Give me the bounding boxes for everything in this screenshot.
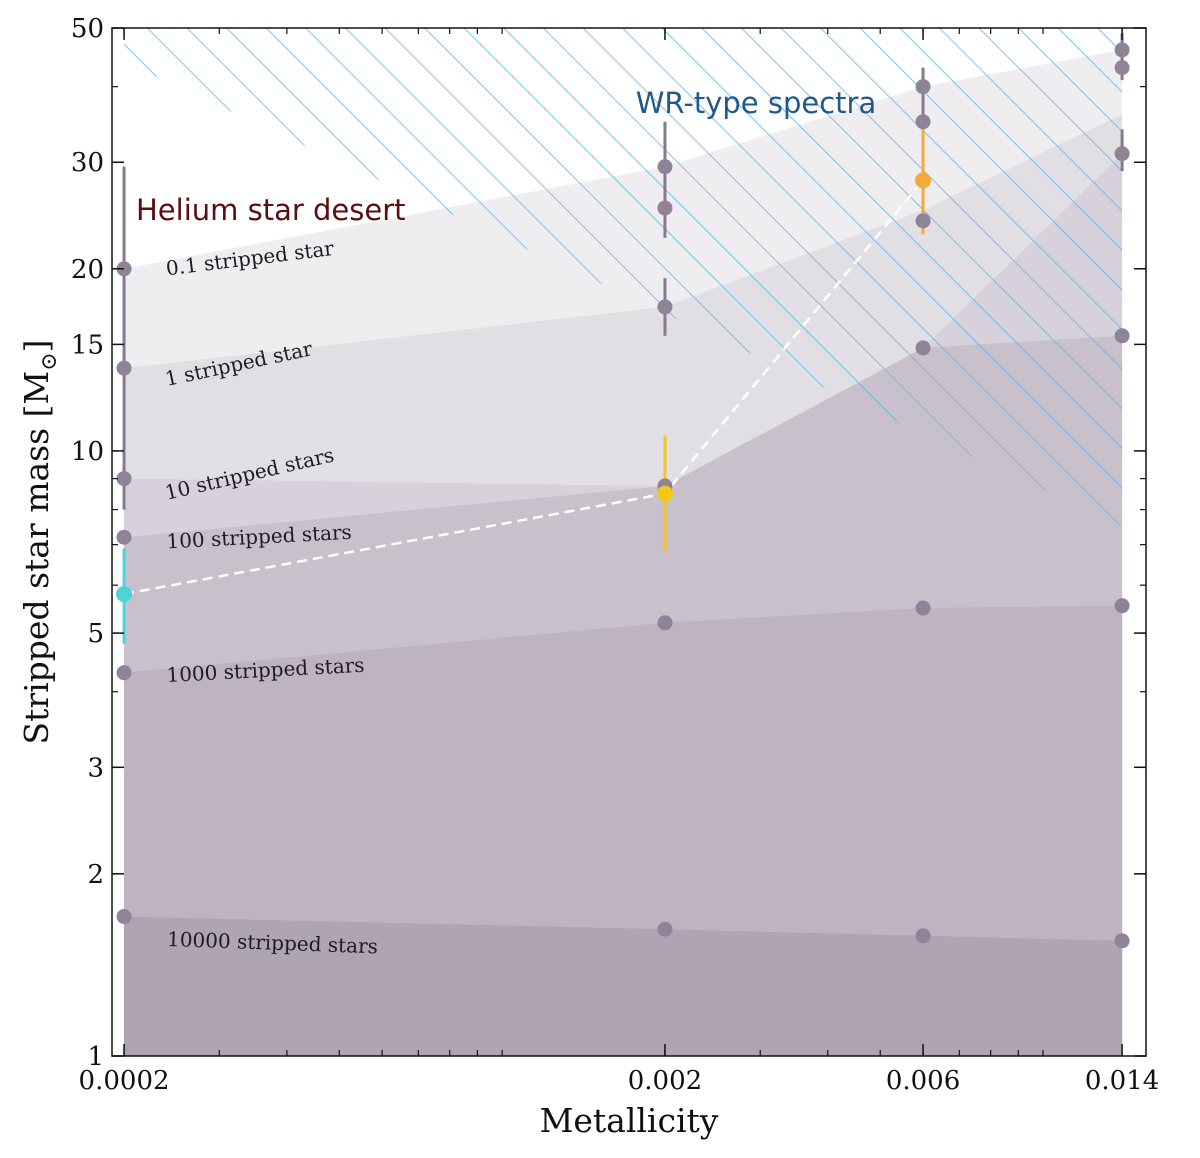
wr-region (124, 28, 1123, 527)
data-point-10 (657, 615, 673, 631)
x-tick-label: 0.006 (886, 1066, 960, 1096)
data-point-18 (1114, 42, 1130, 58)
data-point-11 (657, 921, 673, 937)
data-point-23 (1114, 933, 1130, 949)
data-point-7 (657, 200, 673, 216)
x-axis: 0.0002 0.002 0.006 0.014 (79, 28, 1159, 1096)
points-layer (116, 42, 1130, 949)
y-tick-label: 2 (87, 860, 104, 890)
wr-region-label: WR-type spectra (636, 86, 876, 120)
y-axis-title-close: ] (17, 339, 56, 352)
y-tick-label: 30 (71, 148, 104, 178)
data-point-6 (657, 159, 673, 175)
data-point-22 (1114, 598, 1130, 614)
wr-hatch-layer (124, 28, 1123, 527)
y-tick-label: 5 (87, 619, 104, 649)
data-point-14 (915, 213, 931, 229)
y-tick-label: 20 (71, 255, 104, 285)
x-tick-label: 0.014 (1085, 1066, 1159, 1096)
data-point-4 (116, 665, 132, 681)
highlight-point-1 (656, 485, 673, 502)
y-tick-label: 1 (87, 1042, 104, 1072)
data-point-21 (1114, 328, 1130, 344)
highlight-point-2 (915, 172, 932, 189)
y-axis: 1 2 3 5 10 15 20 30 50 (71, 14, 1146, 1072)
data-point-12 (915, 79, 931, 95)
desert-region-label: Helium star desert (136, 193, 406, 227)
data-point-17 (915, 928, 931, 944)
band-5 (124, 916, 1123, 1056)
data-point-3 (116, 529, 132, 545)
data-point-13 (915, 114, 931, 130)
x-tick-label: 0.0002 (79, 1066, 170, 1096)
data-point-16 (915, 600, 931, 616)
data-point-8 (657, 299, 673, 315)
y-tick-label: 50 (71, 14, 104, 44)
data-point-2 (116, 471, 132, 487)
data-point-15 (915, 340, 931, 356)
data-point-5 (116, 909, 132, 925)
data-point-0 (116, 261, 132, 277)
highlight-point-0 (116, 586, 133, 603)
y-tick-label: 3 (87, 753, 104, 783)
data-point-1 (116, 360, 132, 376)
plot-frame (111, 27, 1147, 1057)
y-axis-title-unit: ⊙ (37, 352, 62, 370)
x-tick-label: 0.002 (628, 1066, 702, 1096)
y-tick-label: 10 (71, 437, 104, 467)
y-tick-label: 15 (71, 330, 104, 360)
data-point-20 (1114, 146, 1130, 162)
y-axis-title: Stripped star mass [M⊙] (17, 339, 62, 744)
x-axis-title: Metallicity (540, 1101, 719, 1140)
data-point-19 (1114, 60, 1130, 76)
y-axis-title-main: Stripped star mass [M (17, 371, 56, 745)
